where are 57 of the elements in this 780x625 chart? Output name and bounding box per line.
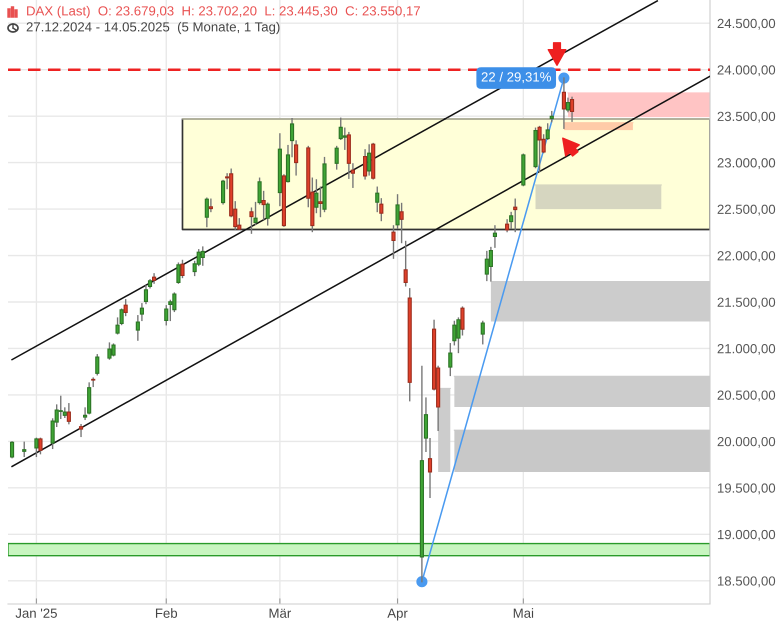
candlestick (484, 250, 489, 282)
y-tick-label: 23.500,00 (718, 112, 776, 123)
candlestick (91, 377, 96, 388)
candlestick (58, 396, 63, 420)
text: 27.12.2024 - 14.05.2025 (5 Monate, 1 Tag) (26, 22, 280, 34)
candlestick (342, 128, 347, 150)
y-tick-label: 24.500,00 (718, 18, 776, 30)
candlestick (570, 96, 574, 122)
candlestick (562, 77, 566, 129)
candlestick (66, 403, 71, 424)
y-tick-label: 22.500,00 (718, 204, 776, 216)
candlestick (204, 198, 209, 228)
candlestick (140, 303, 144, 322)
candlestick (208, 198, 213, 212)
candlestick (400, 202, 404, 244)
candlestick (78, 424, 84, 438)
x-tick-label: Mär (270, 608, 292, 618)
annotation: 22 / 29,31% (482, 72, 551, 84)
candlestick (136, 315, 140, 341)
candlestick (367, 144, 372, 176)
y-tick-label: 19.500,00 (718, 483, 776, 494)
x-tick-label: Mai (514, 608, 534, 618)
candlestick (22, 442, 26, 458)
candlestick (10, 441, 14, 458)
candlestick (513, 198, 518, 232)
candlestick (34, 438, 38, 458)
candlestick (492, 225, 498, 248)
chart-title: DAX (Last) O: 23.679,03 H: 23.702,20 L: 23.445,30 C: 23.550,17 (27, 6, 420, 18)
candlestick (448, 343, 452, 376)
y-tick-label: 20.500,00 (718, 390, 776, 402)
x-tick-label: Jan '25 (16, 608, 57, 618)
y-tick-label: 19.000,00 (718, 530, 776, 541)
candlestick (480, 320, 485, 344)
x-tick-label: Apr (387, 608, 408, 620)
y-tick-label: 23.000,00 (718, 158, 776, 170)
candlestick (488, 246, 493, 282)
candlestick (176, 262, 181, 284)
candlestick (107, 342, 112, 360)
y-tick-label: 21.000,00 (718, 344, 776, 355)
y-tick-label: 24.000,00 (718, 65, 776, 76)
candlestick (550, 110, 554, 122)
candlestick (111, 343, 116, 356)
x-tick-label: Feb (156, 608, 178, 618)
candlestick (318, 186, 323, 218)
candlestick (404, 240, 408, 287)
candlestick (314, 179, 318, 214)
candlestick (428, 438, 432, 498)
candlestick (200, 246, 205, 266)
y-tick-label: 22.000,00 (718, 251, 776, 262)
y-tick-label: 20.000,00 (718, 436, 776, 448)
candlestick (95, 354, 100, 376)
candlestick (38, 438, 43, 454)
candlestick (537, 126, 542, 172)
y-tick-label: 21.500,00 (718, 298, 776, 308)
candlestick (391, 225, 396, 259)
y-tick-label: 18.500,00 (718, 576, 776, 588)
candlestick (334, 146, 339, 170)
